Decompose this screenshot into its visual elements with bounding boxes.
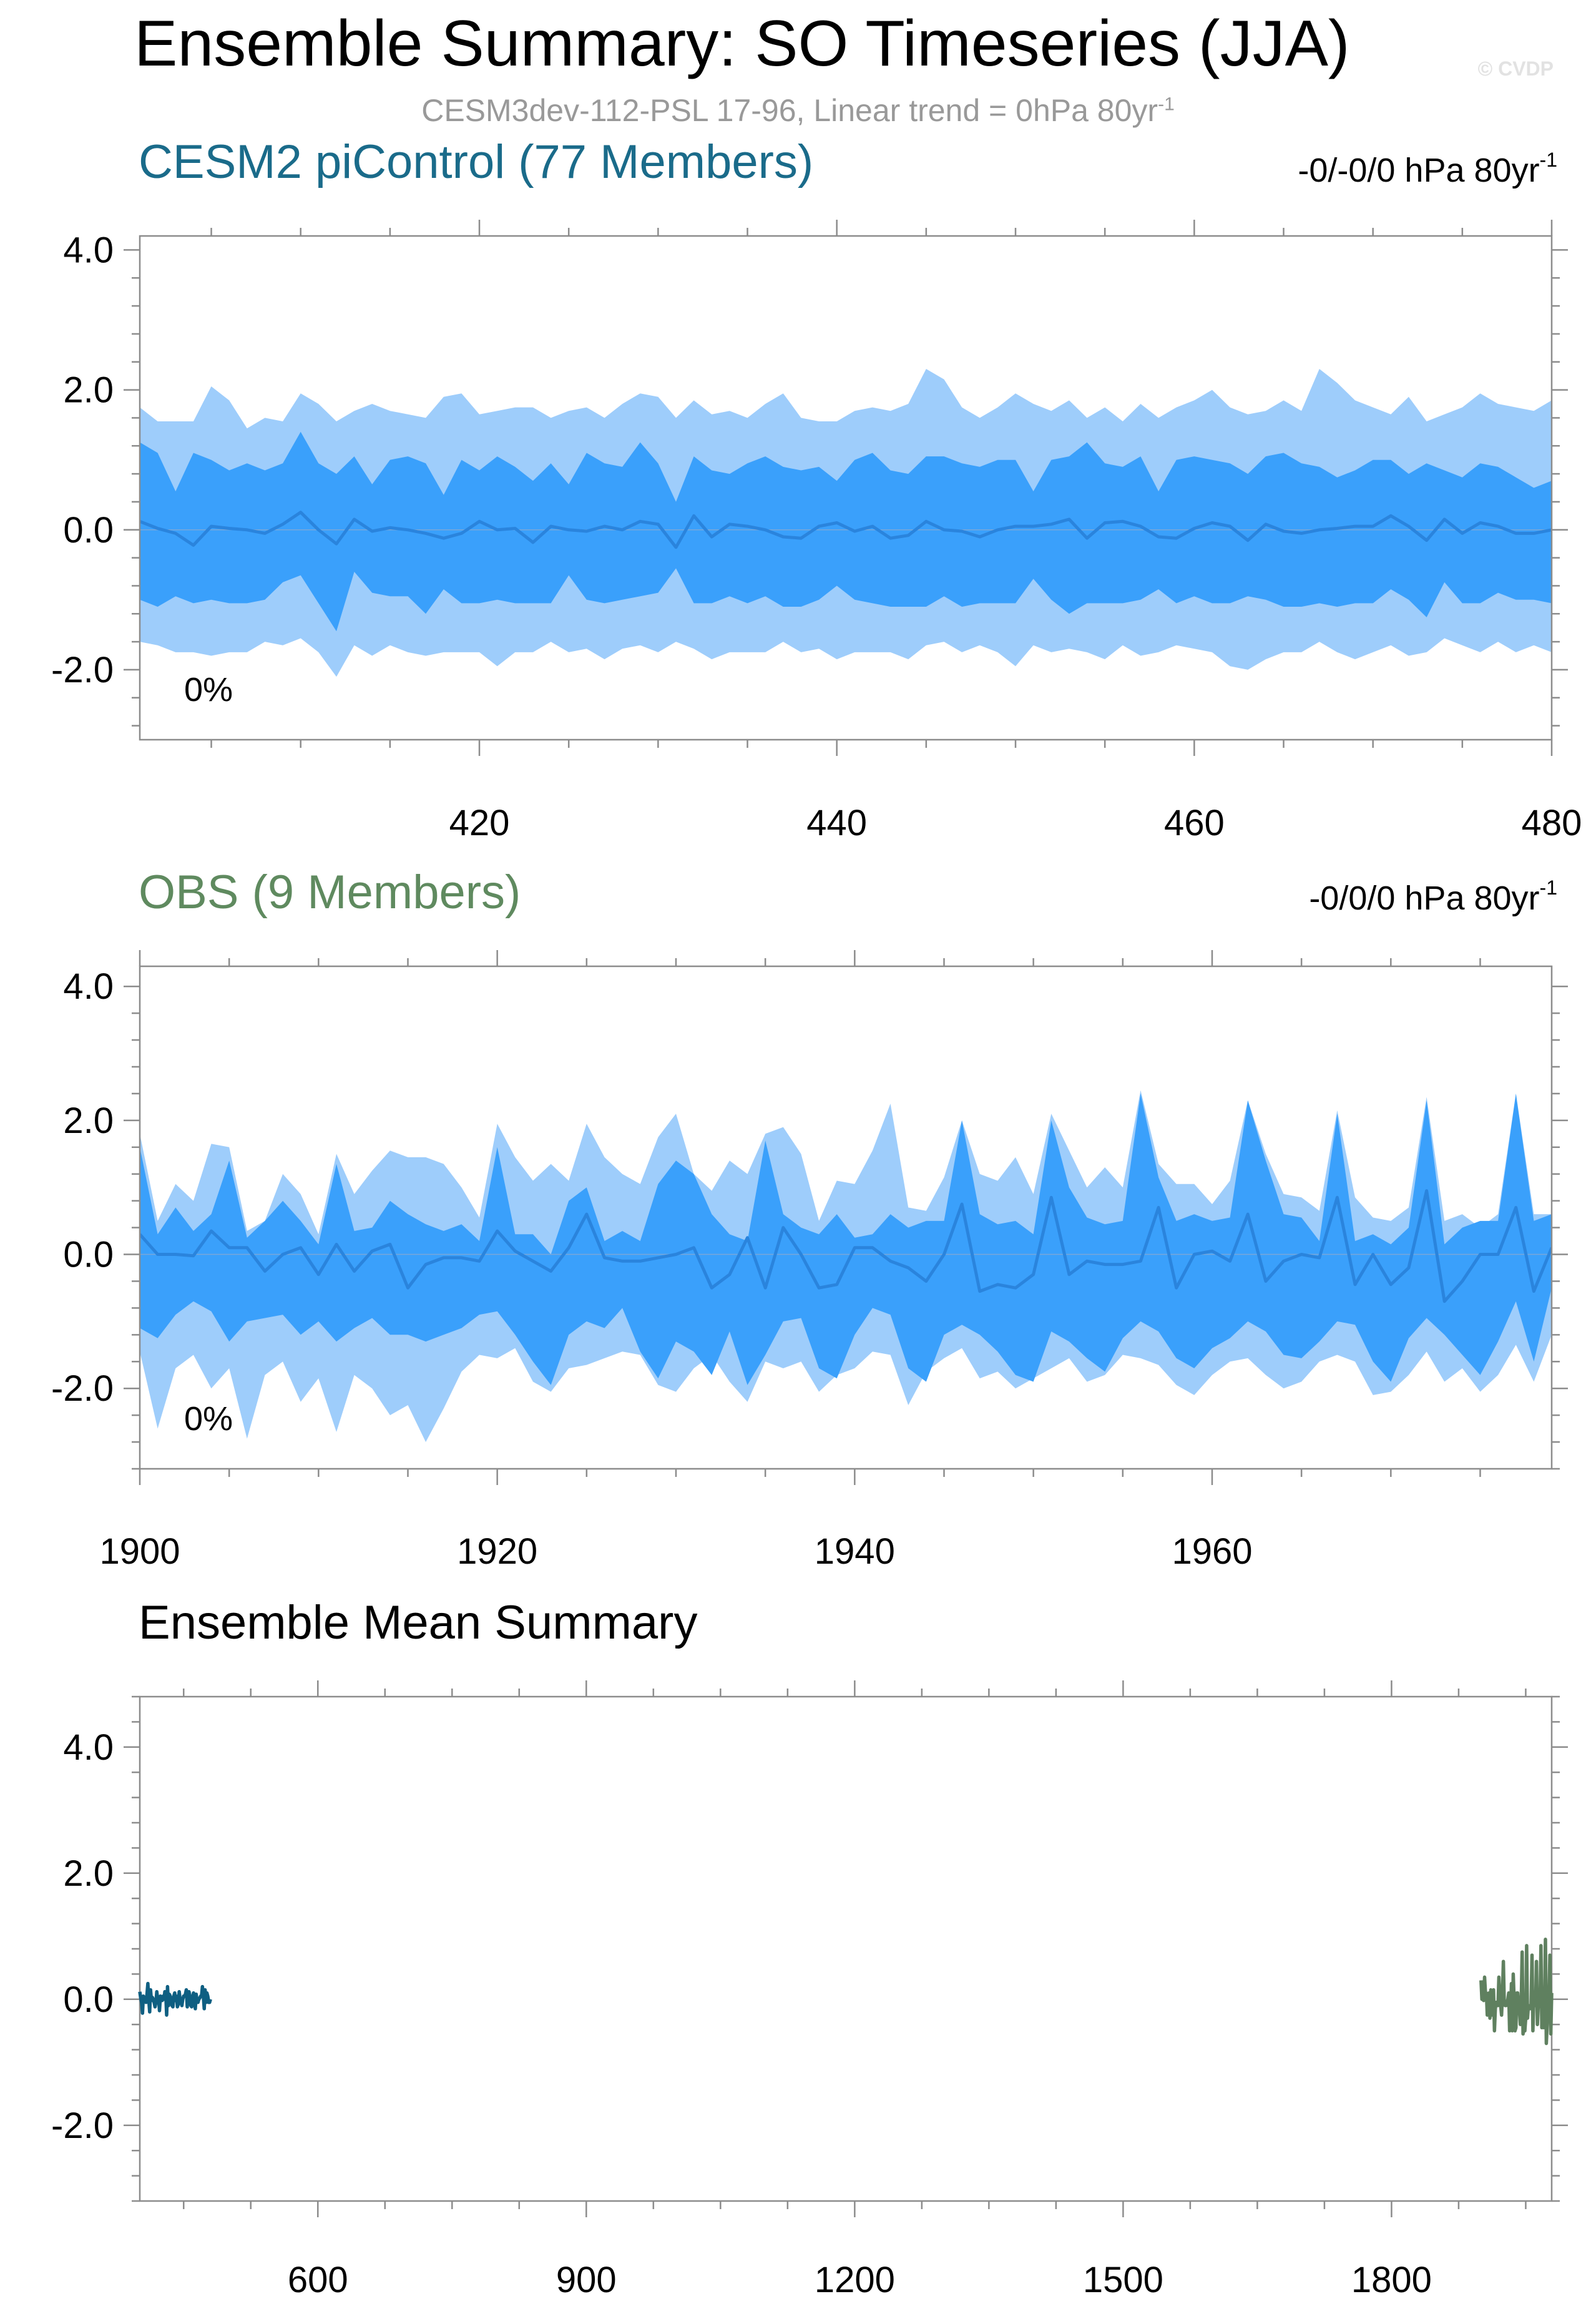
obs-ensemble-mean-line (140, 1189, 1552, 1303)
model-trend-superscript: -1 (1539, 149, 1557, 171)
obs-axes: 4.0 2.0 0.0 -2.0 1900 1920 1940 1960 (51, 950, 1568, 1572)
model-trend-label: -0/-0/0 hPa 80yr-1 (1298, 150, 1557, 189)
obs-xtick-label: 1960 (1172, 1531, 1252, 1572)
obs-ytick-label: 0.0 (63, 1235, 114, 1275)
summary-obs-mean-line (1479, 1938, 1554, 2046)
chart-subtitle: CESM3dev-112-PSL 17-96, Linear trend = 0… (0, 92, 1596, 129)
obs-panel-title: OBS (9 Members) (139, 866, 521, 919)
model-ytick-label: -2.0 (51, 650, 114, 690)
obs-xtick-label: 1900 (99, 1531, 180, 1572)
model-percent-label: 0% (184, 671, 233, 708)
model-inner-band (140, 431, 1552, 632)
model-trend-text: -0/-0/0 hPa 80yr (1298, 152, 1540, 189)
obs-ytick-label: -2.0 (51, 1368, 114, 1409)
summary-model-mean-line (138, 1981, 212, 2017)
obs-xtick-label: 1920 (457, 1531, 537, 1572)
summary-axes: 4.0 2.0 0.0 -2.0 600 900 1200 1500 1800 (51, 1680, 1568, 2300)
chart-title: Ensemble Summary: SO Timeseries (JJA) (134, 7, 1350, 80)
summary-ytick-label: -2.0 (51, 2106, 114, 2146)
obs-ytick-label: 2.0 (63, 1101, 114, 1141)
model-plot-area (140, 369, 1552, 677)
obs-plot-area (140, 1090, 1552, 1443)
summary-xtick-label: 1500 (1083, 2260, 1163, 2300)
model-ensemble-mean-line (140, 511, 1552, 549)
cvdp-watermark: © CVDP (1477, 57, 1554, 80)
summary-xtick-label: 1200 (815, 2260, 895, 2300)
obs-trend-superscript: -1 (1539, 876, 1557, 899)
obs-trend-label: -0/0/0 hPa 80yr-1 (1309, 878, 1557, 917)
obs-trend-text: -0/0/0 hPa 80yr (1309, 880, 1540, 917)
model-xtick-label: 460 (1164, 803, 1225, 843)
summary-panel-title: Ensemble Mean Summary (139, 1596, 698, 1649)
summary-frame (139, 1695, 1553, 2202)
obs-percent-label: 0% (184, 1400, 233, 1438)
summary-xtick-label: 1800 (1351, 2260, 1432, 2300)
summary-xtick-label: 900 (556, 2260, 617, 2300)
model-xtick-label: 420 (449, 803, 510, 843)
model-ytick-label: 4.0 (63, 230, 114, 270)
model-xtick-label: 440 (806, 803, 867, 843)
model-panel-title: CESM2 piControl (77 Members) (139, 135, 814, 189)
summary-xtick-label: 600 (288, 2260, 348, 2300)
model-frame (139, 235, 1553, 741)
summary-ytick-label: 2.0 (63, 1853, 114, 1894)
model-ytick-label: 2.0 (63, 370, 114, 411)
subtitle-text: CESM3dev-112-PSL 17-96, Linear trend = 0… (421, 93, 1158, 128)
model-xtick-label: 480 (1522, 803, 1582, 843)
obs-ytick-label: 4.0 (63, 966, 114, 1007)
summary-ytick-label: 0.0 (63, 1979, 114, 2020)
obs-frame (139, 965, 1553, 1470)
model-ytick-label: 0.0 (63, 510, 114, 551)
summary-ytick-label: 4.0 (63, 1727, 114, 1768)
obs-xtick-label: 1940 (815, 1531, 895, 1572)
model-axes: 4.0 2.0 0.0 -2.0 420 440 460 480 (51, 220, 1582, 843)
subtitle-superscript: -1 (1158, 94, 1175, 115)
obs-inner-band (140, 1093, 1552, 1385)
